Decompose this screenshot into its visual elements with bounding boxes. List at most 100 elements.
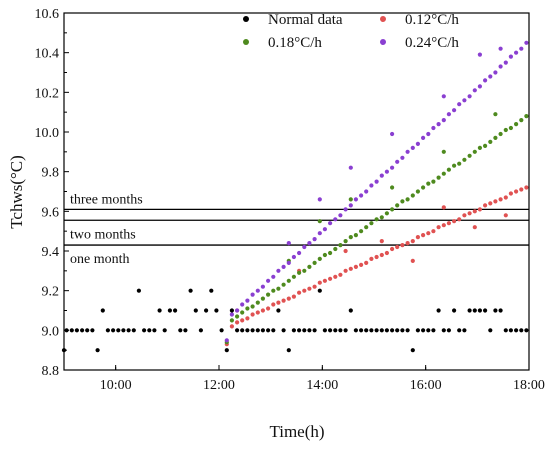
data-point: [95, 348, 100, 353]
data-point: [286, 348, 291, 353]
data-point: [384, 328, 389, 333]
data-point: [276, 308, 281, 313]
data-point: [245, 298, 250, 303]
data-point: [286, 278, 291, 283]
data-point: [503, 213, 508, 218]
data-point: [410, 239, 415, 244]
data-point: [395, 244, 400, 250]
data-point: [100, 308, 105, 313]
reference-label: three months: [70, 192, 143, 207]
data-point: [514, 189, 519, 194]
data-point: [488, 201, 493, 206]
data-point: [467, 94, 472, 99]
data-point: [348, 308, 353, 313]
data-point: [297, 328, 302, 333]
data-point: [302, 244, 307, 250]
data-point: [240, 318, 245, 323]
data-point: [390, 246, 395, 252]
data-point: [503, 127, 508, 133]
data-point: [255, 300, 260, 305]
data-point: [245, 306, 250, 311]
data-point: [188, 288, 193, 293]
reference-labels: three months two months one month: [70, 192, 143, 267]
data-point: [452, 219, 457, 224]
data-point: [379, 215, 384, 220]
data-point: [421, 328, 426, 333]
data-point: [514, 122, 519, 127]
data-point: [436, 175, 441, 180]
data-point: [167, 308, 172, 313]
data-point: [312, 284, 317, 289]
data-point: [235, 308, 240, 313]
data-point: [374, 179, 379, 184]
data-point: [260, 328, 265, 333]
data-point: [441, 328, 446, 333]
data-point: [379, 239, 384, 244]
data-point: [235, 314, 240, 319]
data-point: [281, 264, 286, 269]
data-point: [198, 328, 203, 333]
data-point: [441, 205, 446, 210]
data-point: [322, 278, 327, 283]
data-point: [90, 328, 95, 333]
data-point: [508, 125, 513, 131]
data-point: [302, 268, 307, 273]
data-point: [519, 328, 524, 333]
data-point: [390, 328, 395, 333]
data-point: [348, 266, 353, 271]
data-point: [266, 278, 271, 283]
data-point: [400, 199, 405, 204]
data-point: [364, 328, 369, 333]
data-point: [147, 328, 152, 333]
data-point: [297, 290, 302, 295]
data-point: [271, 288, 276, 293]
data-point: [431, 125, 436, 131]
data-point: [105, 328, 110, 333]
data-point: [271, 274, 276, 279]
legend-marker: [380, 39, 386, 45]
data-point: [477, 84, 482, 89]
data-point: [400, 155, 405, 160]
reference-lines: [64, 208, 529, 246]
y-tick-label: 9.4: [42, 245, 60, 260]
legend-marker: [243, 16, 249, 22]
data-point: [266, 328, 271, 333]
data-point: [369, 183, 374, 188]
data-point: [431, 229, 436, 234]
data-point: [426, 328, 431, 333]
data-point: [503, 60, 508, 65]
data-point: [493, 308, 498, 313]
data-point: [359, 262, 364, 267]
data-point: [369, 221, 374, 226]
data-point: [390, 185, 395, 190]
data-point: [477, 145, 482, 150]
data-point: [328, 250, 333, 256]
data-point: [317, 280, 322, 285]
data-point: [410, 348, 415, 353]
data-point: [508, 328, 513, 333]
data-point: [410, 193, 415, 198]
data-point: [281, 298, 286, 303]
data-point: [483, 203, 488, 208]
data-point: [498, 64, 503, 69]
data-point: [291, 274, 296, 279]
data-point: [333, 328, 338, 333]
x-tick-label: 10:00: [100, 378, 132, 393]
data-point: [204, 308, 209, 313]
data-point: [348, 235, 353, 240]
legend-marker: [380, 16, 386, 22]
data-point: [173, 308, 178, 313]
data-point: [322, 252, 327, 258]
reference-label: two months: [70, 227, 136, 242]
data-points: [61, 40, 529, 353]
data-point: [250, 312, 255, 317]
x-tick-label: 18:00: [513, 378, 545, 393]
data-point: [421, 233, 426, 238]
data-point: [472, 88, 477, 93]
y-tick-label: 9.8: [42, 166, 60, 181]
data-point: [229, 318, 234, 323]
data-point: [276, 286, 281, 291]
y-tick-label: 10.4: [35, 47, 60, 62]
